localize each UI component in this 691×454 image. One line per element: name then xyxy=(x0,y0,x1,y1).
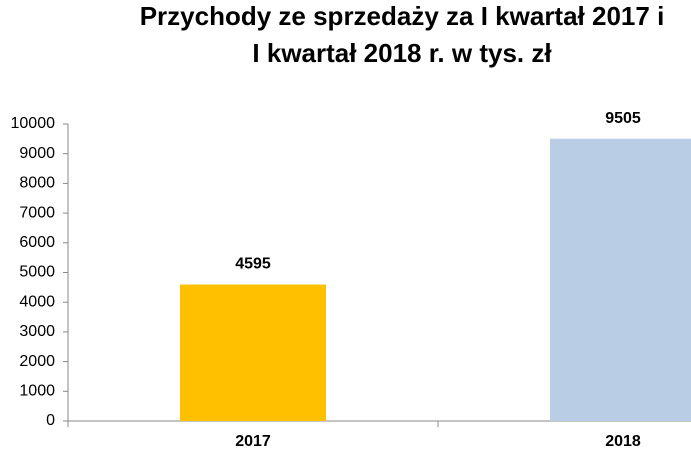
y-tick-label: 5000 xyxy=(19,264,55,281)
chart-title: I kwartał 2018 r. w tys. zł xyxy=(252,38,552,68)
y-tick-label: 6000 xyxy=(19,234,55,251)
y-tick-label: 4000 xyxy=(19,293,55,310)
x-tick-label: 2017 xyxy=(235,433,271,450)
y-tick-label: 2000 xyxy=(19,353,55,370)
bar xyxy=(550,138,691,421)
data-label: 4595 xyxy=(235,256,271,273)
y-tick-label: 0 xyxy=(46,412,55,429)
x-tick-label: 2018 xyxy=(605,433,641,450)
bar xyxy=(180,284,326,421)
y-tick-label: 8000 xyxy=(19,175,55,192)
y-tick-label: 10000 xyxy=(11,115,56,132)
y-tick-label: 3000 xyxy=(19,323,55,340)
chart-title: Przychody ze sprzedaży za I kwartał 2017… xyxy=(140,1,665,31)
y-tick-label: 9000 xyxy=(19,145,55,162)
y-tick-label: 1000 xyxy=(19,383,55,400)
data-label: 9505 xyxy=(605,110,641,127)
y-tick-label: 7000 xyxy=(19,204,55,221)
